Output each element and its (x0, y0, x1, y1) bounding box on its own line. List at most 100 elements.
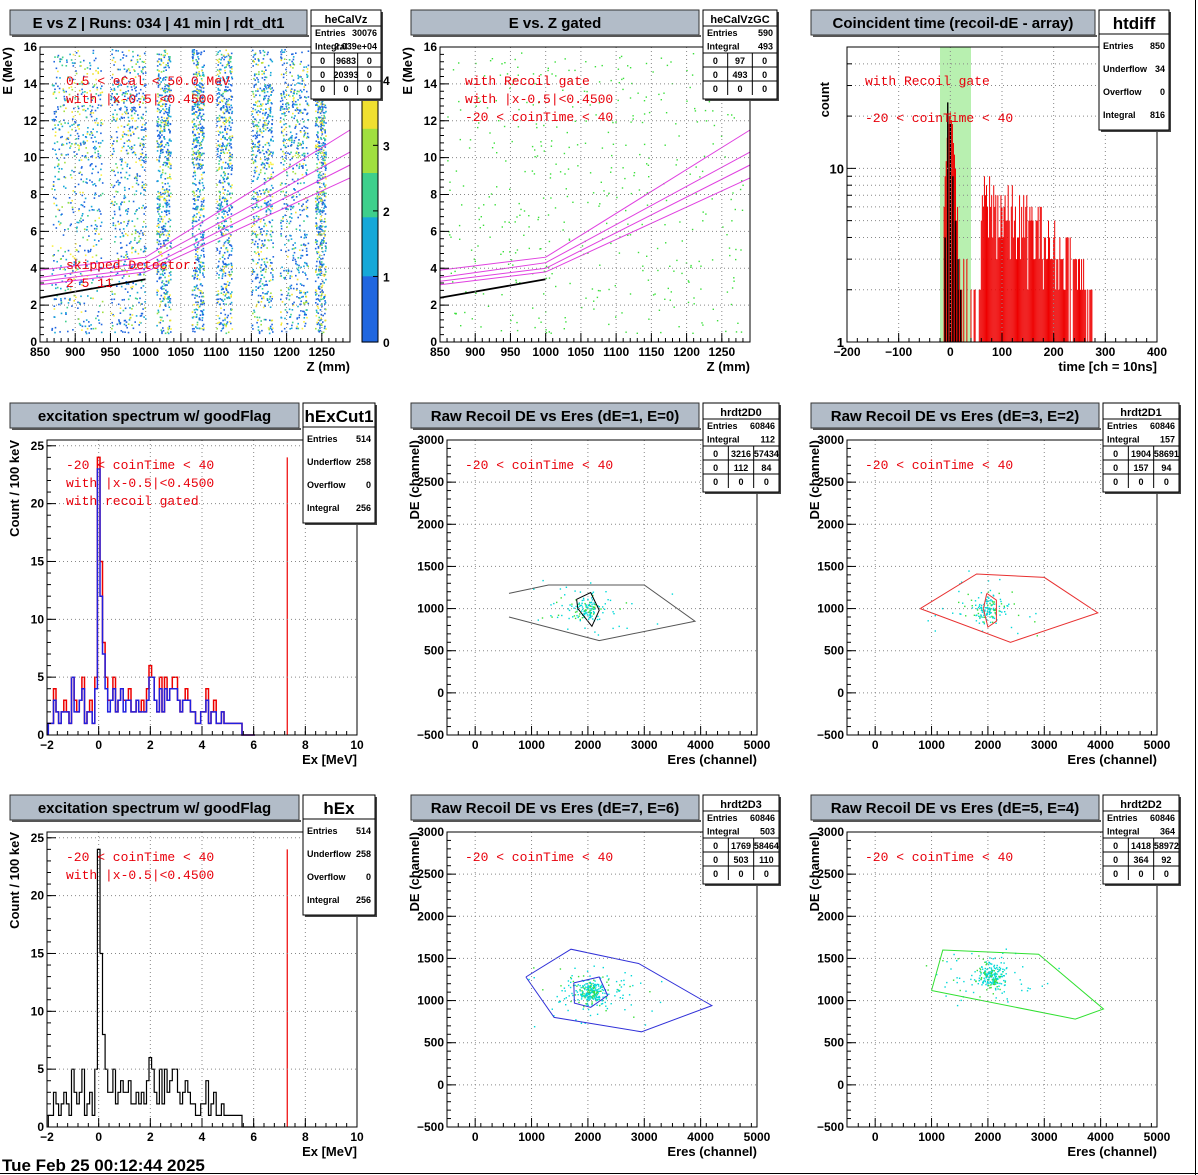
heatmap-cell (141, 185, 144, 187)
heatmap-cell (136, 291, 139, 294)
heatmap-cell (134, 152, 136, 154)
heatmap-cell (140, 164, 142, 166)
heatmap-cell (202, 247, 205, 250)
heatmap-cell (280, 162, 282, 164)
heatmap-cell (297, 178, 299, 180)
heatmap-cell (164, 51, 167, 53)
heatmap-cell (300, 236, 302, 238)
heatmap-cell (63, 98, 66, 100)
heatmap-cell (167, 239, 169, 242)
heatmap-cell (125, 251, 128, 253)
heatmap-cell (141, 152, 144, 154)
heatmap-cell (301, 91, 303, 93)
heatmap-cell (121, 277, 124, 279)
heatmap-cell (159, 77, 161, 79)
heatmap-cell (222, 188, 224, 190)
heatmap-cell (223, 291, 225, 293)
heatmap-cell (165, 268, 168, 271)
heatmap-cell (201, 230, 204, 232)
heatmap-cell (127, 222, 129, 225)
heatmap-cell (126, 85, 129, 88)
heatmap-cell (124, 269, 126, 271)
heatmap-cell (71, 118, 74, 120)
heatmap-cell (231, 76, 233, 78)
heatmap-cell (253, 54, 255, 56)
heatmap-cell (80, 220, 83, 223)
heatmap-cell (262, 117, 264, 119)
heatmap-cell (265, 210, 268, 213)
heatmap-cell (251, 146, 253, 148)
heatmap-cell (156, 268, 159, 271)
heatmap-cell (98, 305, 101, 307)
heatmap-cell (220, 268, 223, 271)
heatmap-cell (196, 128, 198, 131)
heatmap-cell (157, 180, 159, 182)
heatmap-cell (51, 273, 54, 275)
heatmap-cell (256, 178, 259, 180)
heatmap-cell (113, 87, 116, 90)
heatmap-cell (289, 285, 291, 288)
heatmap-cell (225, 293, 227, 296)
heatmap-cell (321, 106, 324, 109)
heatmap-cell (199, 153, 201, 156)
heatmap-cell (163, 66, 165, 69)
heatmap-cell (67, 138, 70, 140)
heatmap-cell (322, 157, 324, 160)
heatmap-cell (290, 208, 292, 211)
heatmap-cell (159, 321, 162, 324)
heatmap-cell (265, 318, 267, 321)
palette-step (362, 98, 378, 107)
heatmap-cell (256, 274, 259, 276)
heatmap-cell (139, 273, 142, 276)
heatmap-cell (169, 301, 172, 304)
heatmap-cell (162, 228, 165, 230)
heatmap-cell (117, 86, 119, 88)
heatmap-cell (217, 155, 219, 158)
heatmap-cell (201, 79, 203, 82)
heatmap-cell (135, 182, 138, 185)
heatmap-cell (222, 254, 225, 257)
heatmap-cell (285, 93, 288, 96)
heatmap-cell (258, 73, 260, 76)
heatmap-cell (196, 323, 199, 326)
heatmap-cell (158, 156, 161, 158)
heatmap-cell (160, 53, 163, 56)
heatmap-cell (168, 189, 171, 191)
heatmap-cell (134, 87, 136, 90)
heatmap-cell (52, 93, 55, 95)
heatmap-cell (167, 120, 169, 123)
heatmap-cell (297, 257, 300, 259)
heatmap-cell (230, 146, 232, 148)
heatmap-cell (269, 109, 271, 112)
heatmap-cell (220, 84, 223, 86)
heatmap-cell (317, 322, 320, 324)
heatmap-cell (140, 248, 142, 251)
heatmap-cell (200, 205, 203, 207)
heatmap-cell (131, 147, 134, 149)
heatmap-cell (318, 176, 321, 179)
heatmap-cell (223, 116, 226, 119)
heatmap-cell (191, 51, 194, 53)
heatmap-cell (127, 116, 130, 119)
heatmap-cell (220, 231, 222, 233)
heatmap-cell (224, 85, 227, 88)
heatmap-cell (255, 286, 257, 288)
heatmap-cell (59, 105, 62, 108)
heatmap-cell (132, 50, 134, 53)
heatmap-cell (165, 150, 168, 153)
heatmap-cell (134, 321, 136, 323)
heatmap-cell (115, 80, 118, 82)
heatmap-cell (125, 91, 127, 93)
heatmap-cell (301, 165, 303, 167)
heatmap-cell (156, 225, 158, 227)
heatmap-cell (299, 109, 302, 111)
heatmap-cell (63, 119, 65, 121)
heatmap-cell (156, 312, 159, 315)
heatmap-cell (220, 174, 222, 177)
heatmap-cell (64, 289, 67, 292)
heatmap-cell (325, 135, 327, 137)
heatmap-cell (299, 130, 302, 132)
heatmap-cell (161, 280, 164, 282)
heatmap-cell (300, 291, 303, 294)
heatmap-cell (305, 274, 307, 276)
